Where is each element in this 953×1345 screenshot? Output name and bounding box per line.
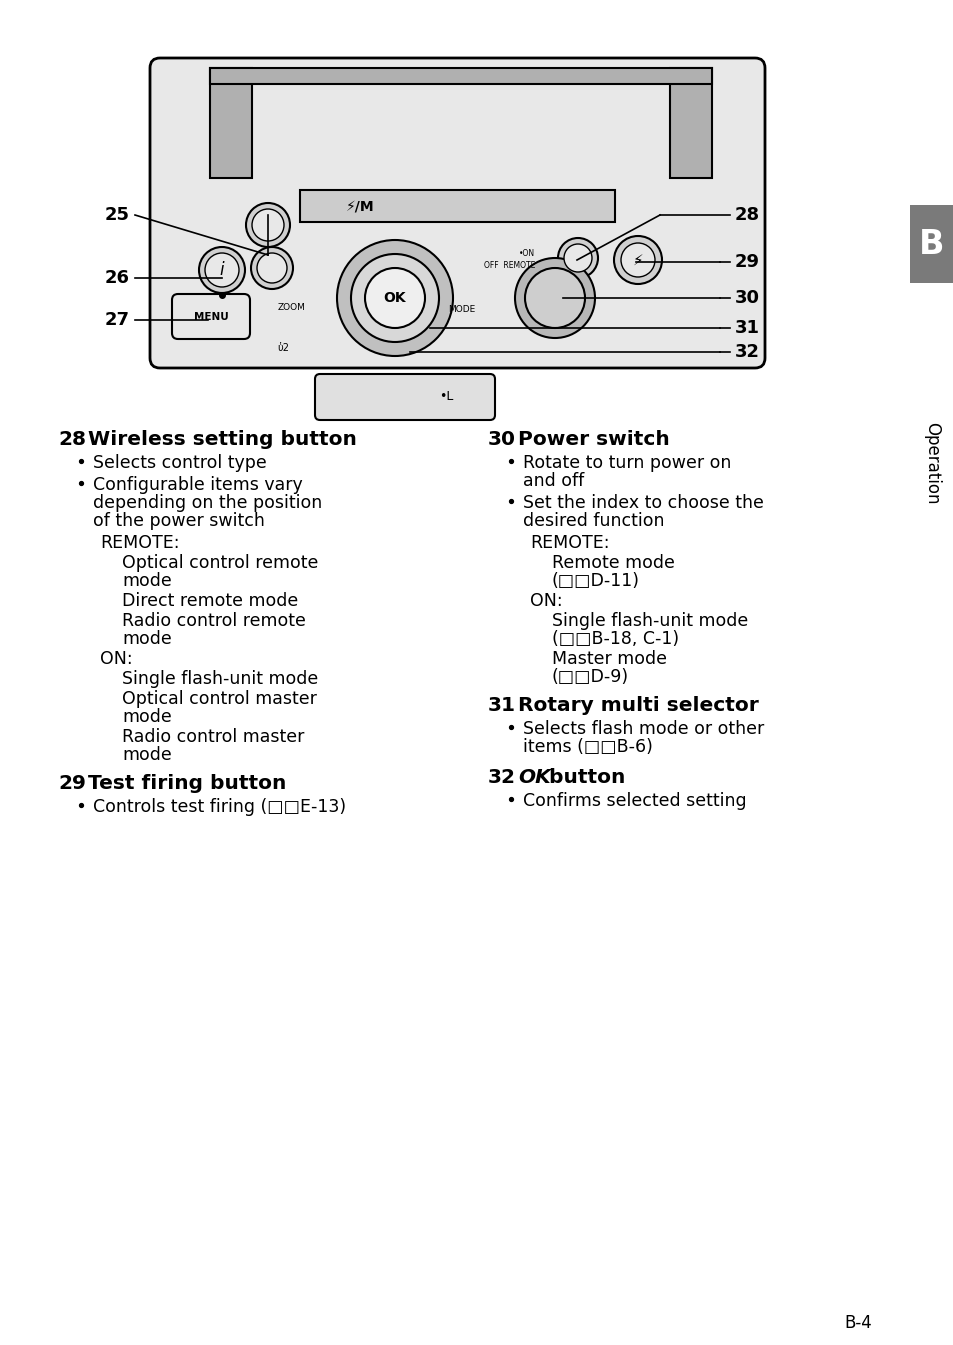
Text: Set the index to choose the: Set the index to choose the [522, 494, 763, 512]
Text: Radio control master: Radio control master [122, 728, 304, 746]
Text: Operation: Operation [923, 422, 940, 504]
Text: REMOTE:: REMOTE: [530, 534, 609, 551]
Text: (□□B-18, C-1): (□□B-18, C-1) [552, 629, 679, 648]
Circle shape [336, 239, 453, 356]
Text: Master mode: Master mode [552, 650, 666, 668]
Text: •L: •L [438, 390, 453, 403]
FancyBboxPatch shape [210, 69, 252, 178]
Circle shape [256, 253, 287, 282]
Text: Selects control type: Selects control type [92, 455, 267, 472]
Text: 28: 28 [734, 206, 760, 225]
Circle shape [246, 203, 290, 247]
Text: desired function: desired function [522, 512, 664, 530]
Text: (□□D-9): (□□D-9) [552, 668, 628, 686]
Text: depending on the position: depending on the position [92, 494, 322, 512]
FancyBboxPatch shape [669, 69, 711, 178]
Text: 31: 31 [488, 695, 516, 716]
Text: Single flash-unit mode: Single flash-unit mode [552, 612, 747, 629]
Text: Configurable items vary: Configurable items vary [92, 476, 302, 494]
Text: MODE: MODE [448, 305, 476, 315]
Text: •ON: •ON [518, 250, 535, 258]
Text: 28: 28 [58, 430, 86, 449]
Text: Direct remote mode: Direct remote mode [122, 592, 298, 611]
Text: button: button [541, 768, 625, 787]
Circle shape [199, 247, 245, 293]
Text: and off: and off [522, 472, 583, 490]
Circle shape [558, 238, 598, 278]
Text: items (□□B-6): items (□□B-6) [522, 738, 652, 756]
Text: 25: 25 [105, 206, 130, 225]
Text: 26: 26 [105, 269, 130, 286]
Text: 29: 29 [734, 253, 760, 270]
Text: Wireless setting button: Wireless setting button [88, 430, 356, 449]
Text: 32: 32 [734, 343, 760, 360]
Circle shape [614, 235, 661, 284]
Text: Optical control remote: Optical control remote [122, 554, 318, 572]
Text: mode: mode [122, 707, 172, 726]
Text: of the power switch: of the power switch [92, 512, 265, 530]
Text: Remote mode: Remote mode [552, 554, 674, 572]
Text: Power switch: Power switch [517, 430, 669, 449]
FancyBboxPatch shape [909, 204, 953, 282]
Text: 27: 27 [105, 311, 130, 330]
Text: 30: 30 [488, 430, 516, 449]
Text: ZOOM: ZOOM [277, 304, 306, 312]
Text: Single flash-unit mode: Single flash-unit mode [122, 670, 318, 689]
Circle shape [620, 243, 655, 277]
Circle shape [205, 253, 239, 286]
Text: i: i [219, 261, 224, 278]
Circle shape [563, 243, 592, 272]
Text: Optical control master: Optical control master [122, 690, 316, 707]
Text: 31: 31 [734, 319, 760, 338]
Text: Confirms selected setting: Confirms selected setting [522, 792, 746, 810]
Text: B: B [919, 227, 943, 261]
Circle shape [524, 268, 584, 328]
FancyBboxPatch shape [299, 190, 615, 222]
FancyBboxPatch shape [172, 295, 250, 339]
Text: (□□D-11): (□□D-11) [552, 572, 639, 590]
Text: 30: 30 [734, 289, 760, 307]
Text: OK: OK [383, 291, 406, 305]
Text: Test firing button: Test firing button [88, 773, 286, 794]
Text: mode: mode [122, 746, 172, 764]
Circle shape [365, 268, 424, 328]
FancyBboxPatch shape [210, 69, 711, 83]
FancyBboxPatch shape [150, 58, 764, 369]
Text: 29: 29 [58, 773, 86, 794]
Text: 32: 32 [488, 768, 516, 787]
Text: B-4: B-4 [843, 1314, 871, 1332]
Text: REMOTE:: REMOTE: [100, 534, 179, 551]
Text: MENU: MENU [193, 312, 228, 321]
Text: ON:: ON: [100, 650, 132, 668]
Text: ὑ2: ὑ2 [276, 343, 289, 352]
Circle shape [252, 208, 284, 241]
Text: ⚡: ⚡ [632, 253, 642, 268]
Circle shape [351, 254, 438, 342]
Text: Selects flash mode or other: Selects flash mode or other [522, 720, 763, 738]
Circle shape [251, 247, 293, 289]
Text: ON:: ON: [530, 592, 562, 611]
FancyBboxPatch shape [314, 374, 495, 420]
Text: OK: OK [517, 768, 550, 787]
Text: OFF  REMOTE: OFF REMOTE [484, 261, 536, 269]
Text: mode: mode [122, 572, 172, 590]
Text: Rotate to turn power on: Rotate to turn power on [522, 455, 731, 472]
Text: ⚡/M: ⚡/M [345, 199, 374, 213]
Text: Rotary multi selector: Rotary multi selector [517, 695, 758, 716]
Text: Radio control remote: Radio control remote [122, 612, 306, 629]
Text: Controls test firing (□□E-13): Controls test firing (□□E-13) [92, 798, 346, 816]
Circle shape [515, 258, 595, 338]
Text: mode: mode [122, 629, 172, 648]
